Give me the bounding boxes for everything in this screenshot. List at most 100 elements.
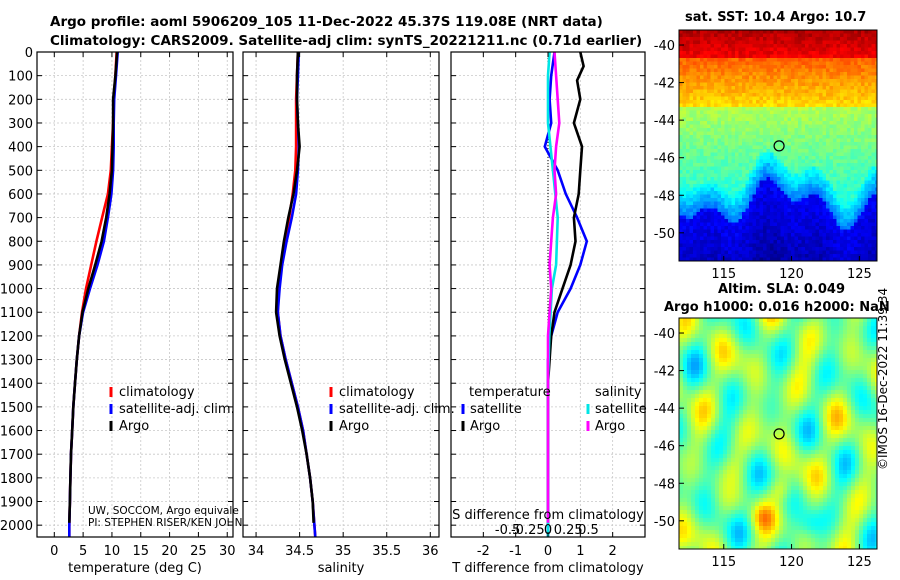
sst-cell xyxy=(703,121,708,125)
sla-cell xyxy=(875,334,878,339)
sst-cell xyxy=(700,47,704,52)
sst-cell xyxy=(868,194,872,199)
sst-cell xyxy=(857,198,862,202)
sst-cell xyxy=(777,233,781,237)
sla-cell xyxy=(679,362,684,367)
sst-cell xyxy=(752,37,757,41)
sst-cell xyxy=(752,212,757,216)
sst-cell xyxy=(707,219,711,223)
sst-cell xyxy=(749,107,753,111)
sst-cell xyxy=(840,124,844,129)
sst-cell xyxy=(696,236,701,241)
sst-cell xyxy=(854,243,858,248)
sst-cell xyxy=(780,142,785,146)
sst-cell xyxy=(721,177,725,181)
sst-cell xyxy=(815,103,820,108)
sla-cell xyxy=(771,322,776,327)
sla-cell xyxy=(775,386,780,391)
sst-cell xyxy=(819,215,823,220)
sst-cell xyxy=(812,180,816,185)
sst-cell xyxy=(819,236,823,241)
sla-cell xyxy=(723,366,728,371)
sst-cell xyxy=(857,187,862,192)
sst-cell xyxy=(700,61,704,66)
sst-cell xyxy=(794,135,799,139)
sst-cell xyxy=(875,40,878,45)
sla-cell xyxy=(699,322,704,327)
sst-cell xyxy=(689,194,694,199)
sst-cell xyxy=(875,250,878,255)
sla-cell xyxy=(683,354,688,359)
sla-cell xyxy=(759,350,764,355)
sst-cell xyxy=(868,243,872,248)
sst-cell xyxy=(731,243,736,248)
sst-cell xyxy=(875,117,878,122)
sst-cell xyxy=(805,254,809,258)
sst-cell xyxy=(735,194,739,199)
sst-cell xyxy=(752,163,757,167)
sst-cell xyxy=(735,44,739,48)
sst-cell xyxy=(875,128,878,132)
sst-cell xyxy=(717,68,722,73)
sst-cell xyxy=(703,226,708,230)
sla-cell xyxy=(767,382,772,387)
sst-cell xyxy=(791,79,795,83)
sst-cell xyxy=(784,68,788,73)
sst-cell xyxy=(826,173,830,178)
sla-cell xyxy=(787,350,792,355)
sst-cell xyxy=(693,51,697,55)
sst-cell xyxy=(682,40,687,45)
sst-cell xyxy=(864,173,869,178)
sst-cell xyxy=(724,110,729,115)
sst-cell xyxy=(808,33,813,38)
sst-cell xyxy=(763,215,767,220)
sla-cell xyxy=(739,382,744,387)
sst-cell xyxy=(696,219,701,223)
sst-cell xyxy=(812,135,816,139)
sst-cell xyxy=(875,222,878,227)
sst-cell xyxy=(679,166,683,171)
sst-cell xyxy=(857,215,862,220)
sst-cell xyxy=(843,152,848,157)
sst-cell xyxy=(875,75,878,80)
sst-cell xyxy=(854,117,858,122)
sst-cell xyxy=(864,72,869,76)
sst-cell xyxy=(857,250,862,255)
sst-cell xyxy=(805,222,809,227)
sst-cell xyxy=(805,142,809,146)
sst-cell xyxy=(693,229,697,234)
sst-cell xyxy=(738,121,743,125)
sst-cell xyxy=(731,51,736,55)
sla-cell xyxy=(847,346,852,351)
sst-cell xyxy=(843,180,848,185)
sst-cell xyxy=(689,61,694,66)
sst-cell xyxy=(745,37,750,41)
sst-cell xyxy=(815,58,820,62)
sst-cell xyxy=(742,58,746,62)
sst-cell xyxy=(805,247,809,251)
sst-cell xyxy=(843,170,848,174)
sst-cell xyxy=(801,79,806,83)
sst-cell xyxy=(861,86,865,90)
sst-cell xyxy=(868,205,872,209)
sst-cell xyxy=(770,44,774,48)
sst-cell xyxy=(777,72,781,76)
sla-cell xyxy=(679,366,684,371)
sst-cell xyxy=(780,117,785,122)
sla-cell xyxy=(711,386,716,391)
sst-cell xyxy=(686,89,690,94)
sst-cell xyxy=(791,138,795,143)
sst-cell xyxy=(721,184,725,188)
sla-cell xyxy=(799,338,804,343)
sst-cell xyxy=(693,149,697,153)
sst-cell xyxy=(829,86,834,90)
sst-cell xyxy=(766,135,771,139)
sla-cell xyxy=(835,326,840,331)
sst-cell xyxy=(784,247,788,251)
sst-cell xyxy=(787,163,792,167)
sst-cell xyxy=(794,82,799,87)
sst-cell xyxy=(787,180,792,185)
sst-cell xyxy=(679,37,683,41)
sla-cell xyxy=(683,326,688,331)
sla-cell xyxy=(795,366,800,371)
